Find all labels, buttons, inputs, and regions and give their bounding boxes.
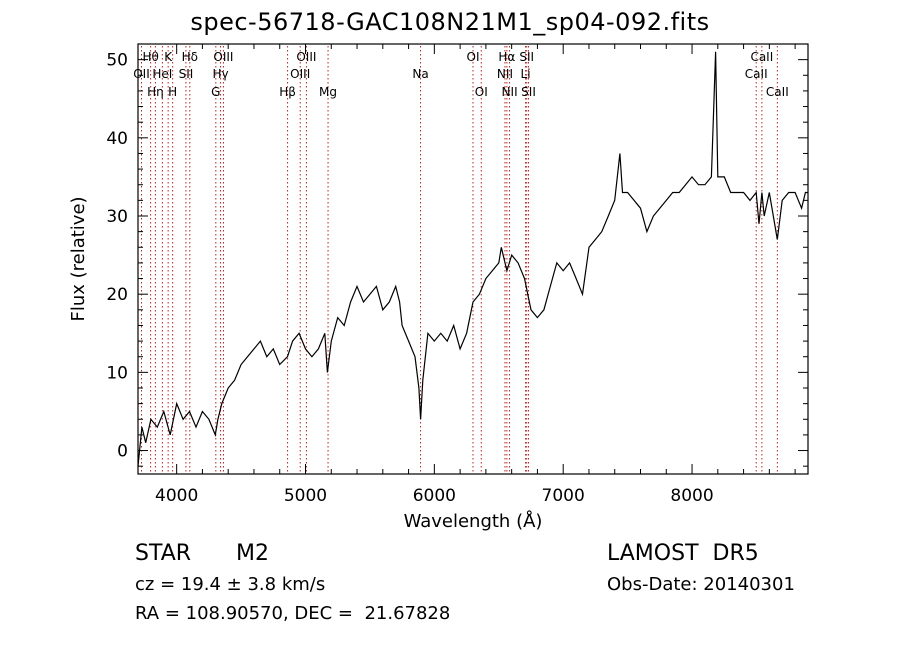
subclass-label: M2 xyxy=(236,541,269,566)
x-tick-label: 4000 xyxy=(155,486,198,506)
line-label: Hα xyxy=(498,50,515,64)
line-label: OIII xyxy=(296,50,316,64)
line-label: Hβ xyxy=(279,85,296,99)
line-label: OIII xyxy=(213,50,233,64)
x-tick-label: 5000 xyxy=(284,486,327,506)
line-label: Hδ xyxy=(182,50,198,64)
line-label: OI xyxy=(475,85,488,99)
y-axis-label: Flux (relative) xyxy=(68,196,89,321)
line-label: Mg xyxy=(319,85,337,99)
x-tick-label: 8000 xyxy=(670,486,713,506)
line-markers-layer xyxy=(140,46,778,474)
coordinates: RA = 108.90570, DEC = 21.67828 xyxy=(135,603,451,624)
line-labels-layer: OII Hθ Hη HeI K H Hδ SII G Hγ OIII Hβ OIII OIII Mg Na OI… xyxy=(133,50,789,99)
line-label: OIII xyxy=(290,67,310,81)
chart-title: spec-56718-GAC108N21M1_sp04-092.fits xyxy=(190,8,710,36)
y-tick-label: 30 xyxy=(106,207,128,227)
line-label: OI xyxy=(467,50,480,64)
line-label: SII xyxy=(179,67,194,81)
line-label: NII xyxy=(497,67,513,81)
axes-layer: 4000 5000 6000 7000 8000 0 10 20 30 40 50 xyxy=(106,43,808,506)
cz-value: cz = 19.4 ± 3.8 km/s xyxy=(135,574,326,595)
x-tick-label: 7000 xyxy=(542,486,585,506)
line-label: SII xyxy=(521,85,536,99)
x-tick-label: 6000 xyxy=(413,486,456,506)
line-label: CaII xyxy=(745,67,768,81)
y-tick-label: 50 xyxy=(106,51,128,71)
x-axis-label: Wavelength (Å) xyxy=(404,510,543,532)
y-tick-label: 40 xyxy=(106,129,128,149)
line-label: Hη xyxy=(147,85,164,99)
y-tick-label: 0 xyxy=(117,442,128,462)
line-label: SII xyxy=(519,50,534,64)
line-label: Na xyxy=(412,67,428,81)
line-label: Li xyxy=(521,67,531,81)
line-label: HeI xyxy=(152,67,172,81)
y-tick-label: 20 xyxy=(106,285,128,305)
obs-date: Obs-Date: 20140301 xyxy=(607,574,795,595)
class-label: STAR xyxy=(135,541,192,566)
line-label: G xyxy=(211,85,220,99)
spectrum-line xyxy=(137,51,808,467)
line-label: CaII xyxy=(766,85,789,99)
line-label: NII xyxy=(502,85,518,99)
line-label: CaII xyxy=(750,50,773,64)
survey-label: LAMOST DR5 xyxy=(607,541,759,566)
line-label: Hθ xyxy=(142,50,158,64)
line-label: OII xyxy=(133,67,150,81)
line-label: K xyxy=(164,50,173,64)
y-tick-label: 10 xyxy=(106,363,128,383)
line-label: H xyxy=(168,85,177,99)
line-label: Hγ xyxy=(213,67,229,81)
plot-frame xyxy=(137,43,809,475)
